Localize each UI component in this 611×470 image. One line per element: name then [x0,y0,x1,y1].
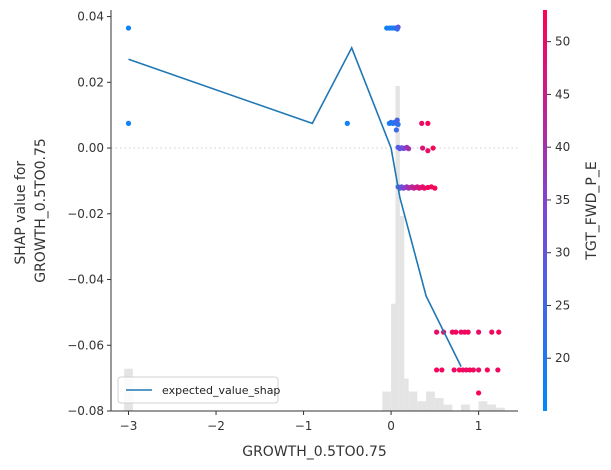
histogram-bar [478,401,488,411]
y-tick-label: −0.08 [67,404,104,418]
scatter-point [394,117,400,123]
scatter-point [425,148,431,154]
scatter-point [453,329,459,335]
scatter-point [432,185,438,191]
scatter-point [430,145,436,151]
colorbar-tick-label: 50 [555,35,570,49]
scatter-point [425,120,431,126]
x-tick-label: −3 [120,419,138,433]
y-tick-label: 0.02 [77,75,104,89]
scatter-point [489,329,495,335]
scatter-point [465,329,471,335]
scatter-point [419,120,425,126]
histogram-bar [434,398,444,411]
y-axis-title-line-1: SHAP value for [13,161,29,265]
y-tick-label: 0.00 [77,141,104,155]
scatter-point [419,145,426,151]
y-tick-label: 0.04 [77,10,104,24]
x-tick-label: −2 [207,419,225,433]
scatter-point [476,390,482,396]
scatter-point [125,120,132,126]
x-axis-title: GROWTH_0.5TO0.75 [242,444,387,460]
legend-box [117,376,279,404]
scatter-point [395,121,401,127]
y-tick-label: −0.06 [67,338,104,352]
scatter-point [393,127,399,133]
x-tick-label: 0 [387,419,395,433]
x-tick-label: 1 [475,419,483,433]
scatter-point [476,367,482,373]
histogram-bar [382,391,392,411]
histogram-bar [496,407,505,411]
histogram [124,86,505,411]
colorbar-gradient [543,10,547,411]
scatter-point [470,367,476,373]
scatter-point [405,146,412,152]
histogram-bar [461,404,470,411]
colorbar-tick-label: 35 [555,193,570,207]
scatter-point [476,329,482,335]
histogram-bar [443,404,453,411]
histogram-bar [399,216,405,411]
legend: expected_value_shap [117,376,280,404]
colorbar-tick-label: 40 [555,140,570,154]
y-axis-title-line-2: GROWTH_0.5TO0.75 [33,138,49,283]
axes [110,10,518,412]
y-tick-label: −0.04 [67,273,104,287]
scatter-point [434,329,440,335]
colorbar-ticks: 20 25 30 35 40 45 50 [547,35,570,365]
histogram-bar [404,378,409,411]
scatter-point [394,26,400,32]
scatter-point [495,367,501,373]
colorbar-tick-label: 25 [555,298,570,312]
colorbar-tick-label: 20 [555,351,570,365]
scatter-point [496,329,502,335]
y-axis-ticks: 0.04 0.02 0.00 −0.02 −0.04 −0.06 −0.08 [67,10,111,418]
colorbar-tick-label: 30 [555,246,570,260]
colorbar-tick-label: 45 [555,87,570,101]
histogram-bar [426,391,435,411]
colorbar: 20 25 30 35 40 45 50 TGT_FWD_P_E [543,10,600,411]
y-axis-title: SHAP value for GROWTH_0.5TO0.75 [13,138,49,283]
x-tick-label: −1 [295,419,313,433]
scatter-point [439,367,445,373]
scatter-point [344,120,350,126]
colorbar-title: TGT_FWD_P_E [584,161,600,260]
y-tick-label: −0.02 [67,207,104,221]
histogram-bar [487,404,497,411]
scatter-point [451,367,457,373]
legend-label-expected-value: expected_value_shap [162,384,280,397]
scatter-point [434,367,440,373]
scatter-point [484,367,490,373]
x-axis-ticks: −3 −2 −1 0 1 [120,411,483,433]
histogram-bar [391,303,396,411]
histogram-bar [408,391,418,411]
histogram-bar [417,401,427,411]
histogram-bar [395,86,400,411]
scatter-points [125,24,502,396]
expected-value-line [128,45,462,367]
scatter-point [125,25,132,31]
